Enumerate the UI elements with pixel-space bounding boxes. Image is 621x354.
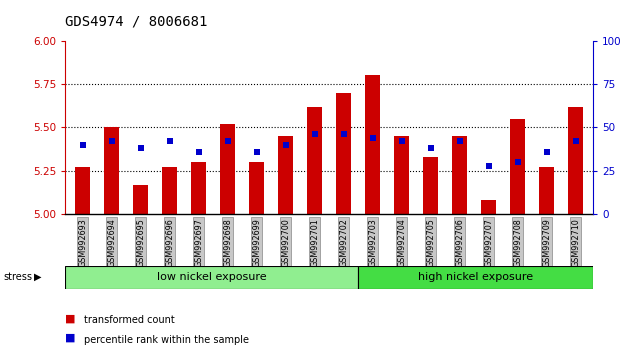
Text: GSM992704: GSM992704 bbox=[397, 218, 406, 267]
Point bbox=[107, 138, 117, 144]
Text: ■: ■ bbox=[65, 333, 76, 343]
Bar bbox=[452, 136, 467, 214]
Text: transformed count: transformed count bbox=[84, 315, 175, 325]
Text: GSM992694: GSM992694 bbox=[107, 218, 116, 267]
Text: GSM992702: GSM992702 bbox=[339, 218, 348, 267]
Point bbox=[484, 163, 494, 169]
Text: GSM992703: GSM992703 bbox=[368, 218, 377, 267]
Point bbox=[571, 138, 581, 144]
Bar bbox=[65, 266, 358, 289]
Bar bbox=[568, 107, 583, 214]
Bar bbox=[162, 167, 177, 214]
Point bbox=[281, 142, 291, 148]
Text: GSM992698: GSM992698 bbox=[223, 218, 232, 267]
Point bbox=[338, 132, 348, 137]
Point bbox=[455, 138, 465, 144]
Text: GSM992709: GSM992709 bbox=[542, 218, 551, 267]
Point bbox=[78, 142, 88, 148]
Text: GSM992696: GSM992696 bbox=[165, 218, 174, 267]
Text: GSM992697: GSM992697 bbox=[194, 218, 203, 267]
Text: GDS4974 / 8006681: GDS4974 / 8006681 bbox=[65, 14, 207, 28]
Text: percentile rank within the sample: percentile rank within the sample bbox=[84, 335, 249, 344]
Text: GSM992700: GSM992700 bbox=[281, 218, 290, 267]
Text: GSM992707: GSM992707 bbox=[484, 218, 493, 267]
Bar bbox=[307, 107, 322, 214]
Point bbox=[252, 149, 261, 155]
Text: GSM992695: GSM992695 bbox=[136, 218, 145, 267]
Text: GSM992708: GSM992708 bbox=[513, 218, 522, 267]
Bar bbox=[191, 162, 206, 214]
Point bbox=[425, 145, 435, 151]
Point bbox=[513, 159, 523, 165]
Text: GSM992701: GSM992701 bbox=[310, 218, 319, 267]
Point bbox=[223, 138, 233, 144]
Text: GSM992710: GSM992710 bbox=[571, 218, 580, 267]
Point bbox=[310, 132, 320, 137]
Point bbox=[165, 138, 175, 144]
Text: low nickel exposure: low nickel exposure bbox=[157, 272, 266, 282]
Bar bbox=[278, 136, 293, 214]
Bar bbox=[337, 93, 351, 214]
Bar bbox=[220, 124, 235, 214]
Bar bbox=[540, 167, 554, 214]
Bar bbox=[358, 266, 593, 289]
Text: ■: ■ bbox=[65, 313, 76, 323]
Text: GSM992705: GSM992705 bbox=[426, 218, 435, 267]
Text: GSM992693: GSM992693 bbox=[78, 218, 87, 267]
Text: high nickel exposure: high nickel exposure bbox=[418, 272, 533, 282]
Bar bbox=[481, 200, 496, 214]
Bar bbox=[365, 75, 380, 214]
Bar bbox=[250, 162, 264, 214]
Text: GSM992706: GSM992706 bbox=[455, 218, 464, 267]
Point bbox=[135, 145, 145, 151]
Bar bbox=[394, 136, 409, 214]
Text: GSM992699: GSM992699 bbox=[252, 218, 261, 267]
Bar bbox=[104, 127, 119, 214]
Bar bbox=[510, 119, 525, 214]
Point bbox=[542, 149, 551, 155]
Bar bbox=[424, 157, 438, 214]
Bar bbox=[134, 185, 148, 214]
Bar bbox=[75, 167, 90, 214]
Point bbox=[397, 138, 407, 144]
Point bbox=[368, 135, 378, 141]
Point bbox=[194, 149, 204, 155]
Text: stress: stress bbox=[3, 272, 32, 282]
Text: ▶: ▶ bbox=[34, 272, 41, 282]
